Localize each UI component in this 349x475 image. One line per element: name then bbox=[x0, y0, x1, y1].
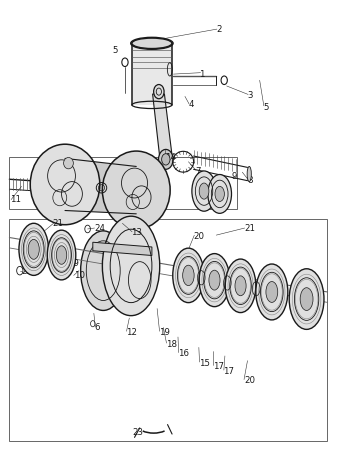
Ellipse shape bbox=[183, 265, 194, 285]
Text: 8: 8 bbox=[247, 176, 253, 185]
Text: 19: 19 bbox=[68, 259, 79, 268]
Text: 12: 12 bbox=[126, 328, 137, 337]
Text: 16: 16 bbox=[178, 349, 189, 358]
Text: 23: 23 bbox=[132, 428, 143, 437]
Text: 2: 2 bbox=[216, 25, 222, 34]
Ellipse shape bbox=[162, 154, 170, 165]
Text: 22: 22 bbox=[22, 267, 32, 276]
Text: 21: 21 bbox=[244, 224, 255, 233]
Text: 6: 6 bbox=[95, 323, 100, 332]
Text: 11: 11 bbox=[10, 195, 21, 204]
Ellipse shape bbox=[173, 248, 204, 303]
Ellipse shape bbox=[64, 157, 73, 169]
Ellipse shape bbox=[300, 288, 313, 311]
Text: 9: 9 bbox=[232, 172, 237, 181]
Ellipse shape bbox=[30, 144, 100, 225]
Polygon shape bbox=[153, 94, 172, 156]
Text: 5: 5 bbox=[112, 46, 117, 55]
Text: 20: 20 bbox=[244, 376, 255, 385]
Text: 14: 14 bbox=[165, 153, 176, 162]
Text: 19: 19 bbox=[53, 238, 64, 247]
Text: 1: 1 bbox=[199, 70, 204, 78]
Polygon shape bbox=[132, 43, 172, 105]
Ellipse shape bbox=[102, 151, 170, 229]
Ellipse shape bbox=[225, 259, 256, 313]
Text: 18: 18 bbox=[166, 340, 177, 349]
Ellipse shape bbox=[19, 223, 49, 276]
Ellipse shape bbox=[209, 270, 220, 290]
Ellipse shape bbox=[102, 216, 160, 316]
Ellipse shape bbox=[199, 254, 230, 307]
Ellipse shape bbox=[192, 171, 216, 211]
Text: 7: 7 bbox=[195, 167, 201, 176]
Text: 5: 5 bbox=[263, 103, 269, 112]
Ellipse shape bbox=[158, 150, 173, 169]
Text: 10: 10 bbox=[74, 271, 85, 280]
Text: 4: 4 bbox=[188, 100, 194, 109]
Ellipse shape bbox=[266, 282, 278, 303]
Ellipse shape bbox=[256, 264, 288, 320]
Text: 15: 15 bbox=[199, 359, 210, 368]
Ellipse shape bbox=[47, 230, 76, 280]
Polygon shape bbox=[93, 242, 152, 256]
Ellipse shape bbox=[247, 166, 251, 181]
Text: 17: 17 bbox=[213, 362, 224, 371]
Text: 21: 21 bbox=[53, 219, 64, 228]
Ellipse shape bbox=[235, 276, 246, 296]
Ellipse shape bbox=[132, 38, 172, 48]
Text: 3: 3 bbox=[247, 91, 253, 100]
Text: 17: 17 bbox=[223, 367, 234, 376]
Text: 20: 20 bbox=[194, 232, 205, 240]
Ellipse shape bbox=[28, 239, 39, 259]
Ellipse shape bbox=[215, 186, 224, 201]
Ellipse shape bbox=[154, 85, 164, 99]
Text: 19: 19 bbox=[159, 328, 170, 337]
Ellipse shape bbox=[199, 183, 209, 199]
Ellipse shape bbox=[289, 269, 324, 329]
Ellipse shape bbox=[208, 174, 231, 213]
Text: 24: 24 bbox=[95, 225, 105, 234]
Text: 13: 13 bbox=[131, 228, 142, 238]
Ellipse shape bbox=[81, 231, 126, 311]
Ellipse shape bbox=[56, 246, 67, 264]
Polygon shape bbox=[65, 158, 136, 214]
